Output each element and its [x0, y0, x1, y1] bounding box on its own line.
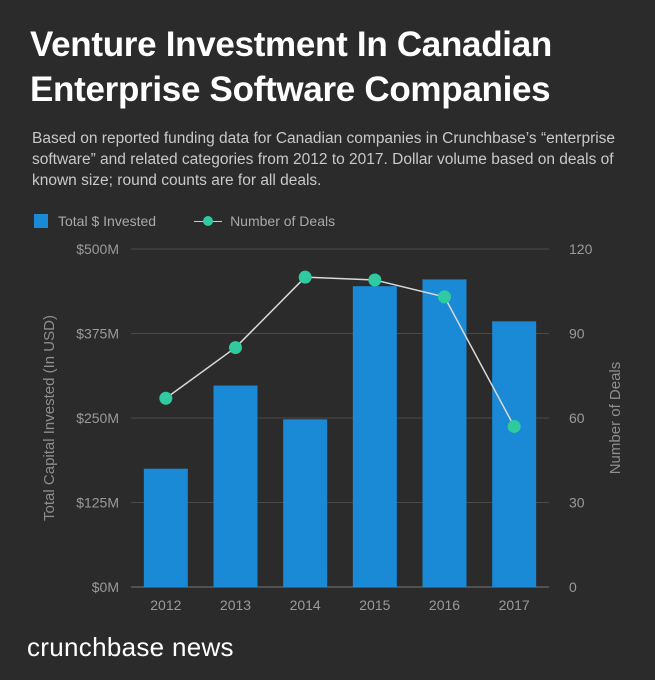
bar: [422, 279, 467, 587]
brand-wordmark: crunchbase news: [27, 632, 234, 662]
y2-tick-label: 0: [569, 579, 577, 595]
y2-tick-label: 30: [569, 495, 585, 511]
chart-plot: $0M $125M $250M $375M $500M 0 30 60 90 120 2012 201…: [41, 241, 624, 613]
x-tick-label: 2017: [499, 597, 530, 613]
y-tick-label: $500M: [76, 241, 119, 257]
y-tick-label: $375M: [76, 326, 119, 342]
legend-line-marker: [194, 214, 223, 228]
chart-title: Venture Investment In Canadian Enterpris…: [30, 22, 640, 112]
x-tick-label: 2015: [359, 597, 390, 613]
x-tick-label: 2012: [150, 597, 181, 613]
deals-point: [438, 290, 451, 304]
deals-point: [507, 419, 521, 433]
y-tick-label: $250M: [76, 410, 119, 426]
bar: [213, 385, 258, 587]
bar: [352, 286, 397, 587]
deals-point: [159, 391, 173, 405]
deals-line: [165, 276, 515, 427]
y2-tick-label: 120: [569, 241, 593, 257]
legend-bar-swatch: [34, 214, 48, 228]
legend-label-invested: Total $ Invested: [58, 213, 157, 229]
bar: [283, 419, 328, 587]
legend-label-deals: Number of Deals: [230, 213, 336, 229]
x-tick-label: 2016: [429, 597, 460, 613]
y2-axis-title: Number of Deals: [607, 362, 624, 475]
bar: [492, 321, 537, 587]
y-tick-label: $0M: [92, 579, 119, 595]
y-axis-title: Total Capital Invested (In USD): [41, 315, 58, 521]
deals-point: [298, 270, 312, 284]
bar: [143, 468, 188, 587]
x-tick-label: 2014: [290, 597, 321, 613]
y2-tick-label: 90: [569, 326, 585, 342]
legend-item-deals: Number of Deals: [194, 213, 335, 229]
chart-title-line-1: Venture Investment In Canadian: [30, 25, 552, 64]
x-tick-label: 2013: [220, 597, 251, 613]
chart-title-line-2: Enterprise Software Companies: [30, 70, 551, 109]
chart-subtitle: Based on reported funding data for Canad…: [32, 130, 616, 189]
y-tick-label: $125M: [76, 495, 119, 511]
deals-point: [368, 273, 382, 287]
y2-tick-label: 60: [569, 410, 585, 426]
deals-point: [229, 341, 242, 355]
legend-item-invested: Total $ Invested: [34, 213, 156, 229]
legend: Total $ Invested Number of Deals: [34, 211, 373, 231]
